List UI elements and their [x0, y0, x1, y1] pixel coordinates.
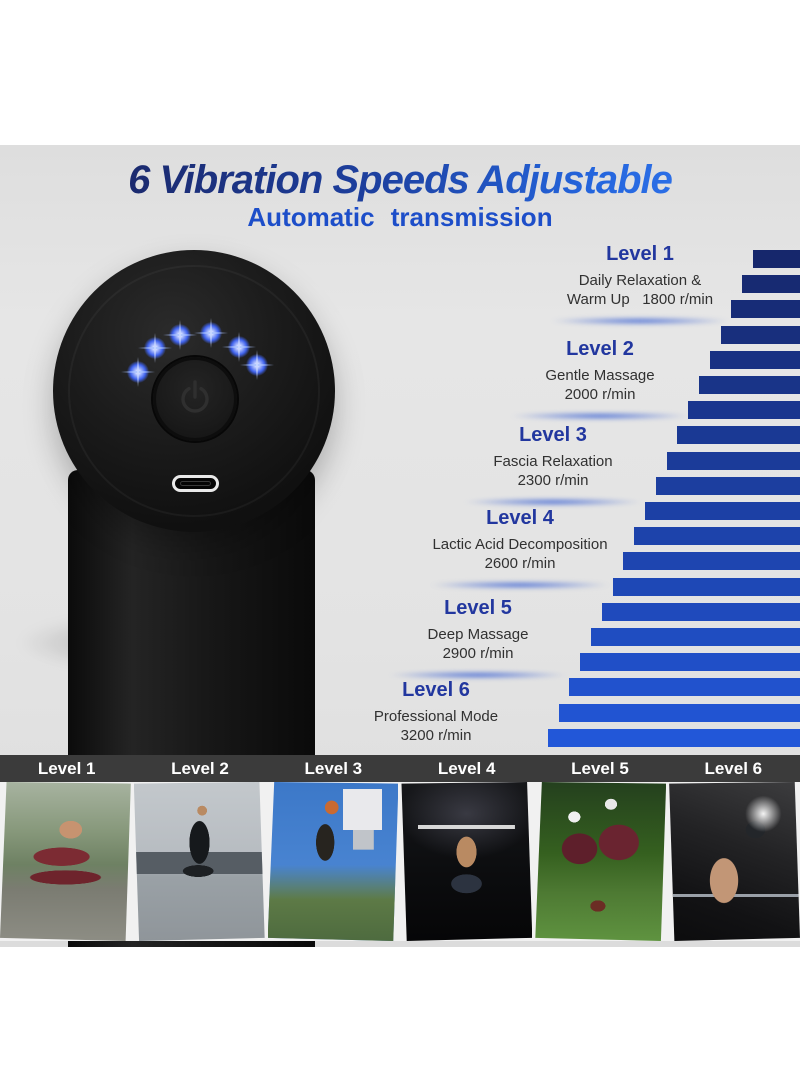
- level-label-strip: Level 1 Level 2 Level 3 Level 4 Level 5 …: [0, 755, 800, 782]
- photo-man-running: [133, 782, 265, 941]
- stair-bar: [645, 502, 800, 520]
- level-1-desc-line2: Warm Up 1800 r/min: [566, 291, 714, 308]
- level-1-info: Level 1 Daily Relaxation & Warm Up 1800 …: [520, 243, 760, 325]
- stair-bar: [720, 325, 800, 344]
- strip-label-level-6: Level 6: [704, 758, 763, 778]
- stair-bar: [731, 300, 800, 319]
- level-1-desc-line1: Daily Relaxation &: [578, 272, 702, 289]
- glow-underline: [510, 412, 690, 420]
- level-6-info: Level 6 Professional Mode 3200 r/min: [316, 679, 556, 745]
- stair-bar: [753, 250, 800, 268]
- stair-bar: [666, 451, 800, 470]
- strip-label-level-5: Level 5: [571, 758, 629, 778]
- photo-woman-stretching: [0, 782, 131, 941]
- level-6-label: Level 6: [402, 679, 470, 701]
- power-icon: [181, 380, 209, 413]
- activity-photo-row: [0, 782, 800, 941]
- stair-bar: [699, 376, 800, 394]
- page-title: 6 Vibration Speeds Adjustable: [0, 158, 800, 203]
- strip-label-level-4: Level 4: [437, 758, 496, 778]
- glow-underline: [463, 498, 643, 506]
- level-5-desc-line1: Deep Massage: [427, 626, 529, 643]
- level-5-label: Level 5: [444, 597, 512, 619]
- page-subtitle: Automatic transmission: [247, 202, 553, 232]
- level-5-info: Level 5 Deep Massage 2900 r/min: [358, 597, 598, 679]
- stair-bar: [623, 552, 800, 571]
- level-2-desc-line1: Gentle Massage: [545, 367, 655, 384]
- level-4-desc-line2: 2600 r/min: [484, 555, 556, 572]
- photo-barbell-squat: [401, 782, 533, 941]
- stair-bar: [709, 350, 800, 369]
- level-3-info: Level 3 Fascia Relaxation 2300 r/min: [433, 424, 673, 506]
- stair-bar: [547, 728, 800, 747]
- speed-led-indicator: [246, 354, 268, 376]
- level-2-desc-line2: 2000 r/min: [564, 386, 636, 403]
- stair-bar: [591, 628, 800, 646]
- strip-label-level-1: Level 1: [37, 758, 96, 778]
- level-3-label: Level 3: [519, 424, 587, 446]
- stair-bar: [569, 678, 800, 697]
- glow-underline: [430, 581, 610, 589]
- stair-bar: [688, 401, 800, 420]
- speed-led-indicator: [127, 361, 149, 383]
- level-4-info: Level 4 Lactic Acid Decomposition 2600 r…: [385, 507, 655, 589]
- stair-bar: [742, 275, 800, 294]
- level-3-desc-line2: 2300 r/min: [517, 472, 589, 489]
- strip-label-level-2: Level 2: [171, 758, 229, 778]
- photo-basketball-dunk: [267, 782, 399, 941]
- level-2-info: Level 2 Gentle Massage 2000 r/min: [480, 338, 720, 420]
- speed-led-indicator: [144, 337, 166, 359]
- speed-led-indicator: [228, 336, 250, 358]
- stair-bar: [612, 577, 800, 596]
- stair-bar: [677, 426, 800, 445]
- usb-c-port-icon: [172, 475, 219, 492]
- stair-bar: [580, 653, 800, 672]
- speed-led-indicator: [169, 324, 191, 346]
- level-3-desc-line1: Fascia Relaxation: [493, 453, 613, 470]
- level-4-desc-line1: Lactic Acid Decomposition: [432, 536, 608, 553]
- massage-gun-head: [53, 250, 335, 532]
- level-2-label: Level 2: [566, 338, 634, 360]
- level-4-label: Level 4: [486, 507, 554, 529]
- stair-bar: [601, 602, 800, 621]
- strip-label-level-3: Level 3: [304, 758, 363, 778]
- glow-underline: [550, 317, 730, 325]
- product-infographic-panel: 6 Vibration Speeds Adjustable Automatic …: [0, 145, 800, 947]
- power-button: [153, 357, 237, 441]
- photo-football-players: [535, 782, 667, 941]
- stair-bar: [655, 476, 800, 495]
- stair-bar: [558, 703, 800, 722]
- speed-led-indicator: [200, 322, 222, 344]
- photo-boxer: [669, 782, 800, 941]
- stair-bar: [634, 527, 800, 546]
- glow-underline: [388, 671, 568, 679]
- level-6-desc-line2: 3200 r/min: [400, 727, 472, 744]
- level-6-desc-line1: Professional Mode: [373, 708, 499, 725]
- level-5-desc-line2: 2900 r/min: [442, 645, 514, 662]
- level-1-label: Level 1: [606, 243, 674, 265]
